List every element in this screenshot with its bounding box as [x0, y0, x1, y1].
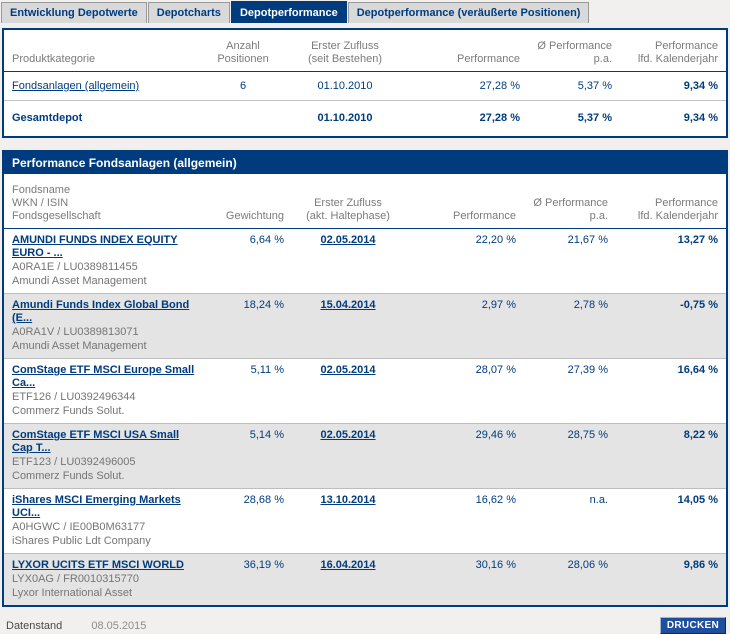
fund-first-inflow-link[interactable]: 02.05.2014: [320, 234, 376, 246]
fund-company: Lyxor International Asset: [12, 587, 133, 599]
fund-first-inflow-link[interactable]: 02.05.2014: [320, 429, 376, 441]
fund-performance-pa: 2,78 %: [524, 293, 616, 359]
fund-weight: 6,64 %: [208, 228, 292, 294]
fund-row-amundi-global-bond: Amundi Funds Index Global Bond (E... A0R…: [4, 293, 726, 359]
col-header-produktkategorie: Produktkategorie: [4, 30, 204, 72]
fund-weight: 5,14 %: [208, 423, 292, 489]
fund-performance-pa: 27,39 %: [524, 358, 616, 424]
tab-bar: Entwicklung Depotwerte Depotcharts Depot…: [0, 0, 730, 23]
fund-wkn-isin: LYX0AG / FR0010315770: [12, 573, 139, 585]
summary-performance: 27,28 %: [408, 71, 528, 101]
datenstand: Datenstand 08.05.2015: [6, 620, 146, 632]
col-header-erster-zufluss: Erster Zufluss (seit Bestehen): [282, 30, 408, 72]
summary-panel: Produktkategorie Anzahl Positionen Erste…: [2, 28, 728, 138]
fund-performance-ytd: 16,64 %: [616, 358, 726, 424]
fund-performance: 22,20 %: [404, 228, 524, 294]
gesamtdepot-first-inflow: 01.10.2010: [317, 112, 373, 124]
fund-first-inflow-link[interactable]: 16.04.2014: [320, 559, 376, 571]
fund-performance: 28,07 %: [404, 358, 524, 424]
fund-name-link[interactable]: LYXOR UCITS ETF MSCI WORLD: [12, 559, 184, 571]
fund-row-lyxor-msci-world: LYXOR UCITS ETF MSCI WORLD LYX0AG / FR00…: [4, 553, 726, 605]
summary-table: Produktkategorie Anzahl Positionen Erste…: [4, 30, 726, 136]
fund-performance: 16,62 %: [404, 488, 524, 554]
section-title: Performance Fondsanlagen (allgemein): [4, 152, 726, 174]
fund-name-link[interactable]: Amundi Funds Index Global Bond (E...: [12, 299, 190, 324]
summary-first-inflow: 01.10.2010: [282, 71, 408, 101]
col-header-gewichtung: Gewichtung: [208, 174, 292, 229]
fund-name-link[interactable]: AMUNDI FUNDS INDEX EQUITY EURO - ...: [12, 234, 178, 259]
fund-name-link[interactable]: iShares MSCI Emerging Markets UCI...: [12, 494, 181, 519]
fund-performance-ytd: 14,05 %: [616, 488, 726, 554]
fund-weight: 5,11 %: [208, 358, 292, 424]
drucken-button[interactable]: DRUCKEN: [659, 617, 726, 634]
fund-performance: 2,97 %: [404, 293, 524, 359]
tab-depotperformance-veraeusserte-positionen[interactable]: Depotperformance (veräußerte Positionen): [347, 2, 590, 23]
performance-panel: Performance Fondsanlagen (allgemein) Fon…: [2, 150, 728, 607]
summary-count: 6: [204, 71, 282, 101]
fund-performance-ytd: -0,75 %: [616, 293, 726, 359]
fund-row-amundi-equity: AMUNDI FUNDS INDEX EQUITY EURO - ... A0R…: [4, 228, 726, 294]
fund-performance-pa: 28,06 %: [567, 559, 608, 571]
fund-company: Commerz Funds Solut.: [12, 470, 125, 482]
fund-row-ishares-emerging-markets: iShares MSCI Emerging Markets UCI... A0H…: [4, 488, 726, 554]
datenstand-label: Datenstand: [6, 619, 63, 632]
fund-first-inflow-link[interactable]: 15.04.2014: [320, 299, 376, 311]
fund-company: Commerz Funds Solut.: [12, 405, 125, 417]
summary-row-gesamtdepot: Gesamtdepot 01.10.2010 27,28 % 5,37 % 9,…: [4, 101, 726, 137]
col-header-fondsname: Fondsname WKN / ISIN Fondsgesellschaft: [4, 174, 208, 229]
datenstand-value: 08.05.2015: [91, 619, 147, 632]
gesamtdepot-performance-ytd: 9,34 %: [683, 112, 718, 124]
gesamtdepot-performance-pa: 5,37 %: [577, 112, 612, 124]
col-header-performance-kalenderjahr: Performance lfd. Kalenderjahr: [620, 30, 726, 72]
fund-company: Amundi Asset Management: [12, 275, 147, 287]
fund-table: Fondsname WKN / ISIN Fondsgesellschaft G…: [4, 174, 726, 605]
fund-performance-pa: 21,67 %: [524, 228, 616, 294]
gesamtdepot-label: Gesamtdepot: [12, 112, 83, 124]
fund-performance-ytd: 9,86 %: [683, 559, 718, 571]
fund-company: Amundi Asset Management: [12, 340, 147, 352]
col-header-fund-performance-pa: Ø Performance p.a.: [524, 174, 616, 229]
fund-weight: 28,68 %: [208, 488, 292, 554]
col-header-fund-performance: Performance: [404, 174, 524, 229]
tab-depotperformance[interactable]: Depotperformance: [230, 1, 347, 23]
fund-wkn-isin: ETF123 / LU0392496005: [12, 456, 136, 468]
fund-performance-ytd: 8,22 %: [616, 423, 726, 489]
fund-wkn-isin: A0RA1E / LU0389811455: [12, 261, 138, 273]
fund-first-inflow-link[interactable]: 13.10.2014: [320, 494, 376, 506]
fund-header-row: Fondsname WKN / ISIN Fondsgesellschaft G…: [4, 174, 726, 229]
fund-company: iShares Public Ldt Company: [12, 535, 151, 547]
summary-row-fondsanlagen: Fondsanlagen (allgemein) 6 01.10.2010 27…: [4, 71, 726, 101]
summary-header-row: Produktkategorie Anzahl Positionen Erste…: [4, 30, 726, 72]
fund-performance-pa: n.a.: [524, 488, 616, 554]
gesamtdepot-performance: 27,28 %: [479, 112, 520, 124]
fund-name-link[interactable]: ComStage ETF MSCI Europe Small Ca...: [12, 364, 195, 389]
col-header-performance: Performance: [408, 30, 528, 72]
footer-bar: Datenstand 08.05.2015 DRUCKEN: [6, 617, 726, 634]
summary-performance-pa: 5,37 %: [528, 71, 620, 101]
fund-performance-pa: 28,75 %: [524, 423, 616, 489]
fund-wkn-isin: A0RA1V / LU0389813071: [12, 326, 139, 338]
col-header-fund-performance-kalenderjahr: Performance lfd. Kalenderjahr: [616, 174, 726, 229]
summary-performance-ytd: 9,34 %: [620, 71, 726, 101]
fund-performance: 29,46 %: [404, 423, 524, 489]
col-header-erster-zufluss-haltephase: Erster Zufluss (akt. Haltephase): [292, 174, 404, 229]
col-header-anzahl-positionen: Anzahl Positionen: [204, 30, 282, 72]
fund-first-inflow-link[interactable]: 02.05.2014: [320, 364, 376, 376]
fund-name-link[interactable]: ComStage ETF MSCI USA Small Cap T...: [12, 429, 180, 454]
fund-row-comstage-usa: ComStage ETF MSCI USA Small Cap T... ETF…: [4, 423, 726, 489]
col-header-performance-pa: Ø Performance p.a.: [528, 30, 620, 72]
fund-row-comstage-europe: ComStage ETF MSCI Europe Small Ca... ETF…: [4, 358, 726, 424]
fund-weight: 18,24 %: [208, 293, 292, 359]
fund-weight: 36,19 %: [243, 559, 284, 571]
tab-entwicklung-depotwerte[interactable]: Entwicklung Depotwerte: [1, 2, 147, 23]
fondsanlagen-category-link[interactable]: Fondsanlagen (allgemein): [12, 80, 140, 92]
tab-depotcharts[interactable]: Depotcharts: [147, 2, 230, 23]
fund-performance: 30,16 %: [475, 559, 516, 571]
fund-performance-ytd: 13,27 %: [616, 228, 726, 294]
gesamtdepot-count: [204, 101, 282, 137]
fund-wkn-isin: A0HGWC / IE00B0M63177: [12, 521, 146, 533]
fund-wkn-isin: ETF126 / LU0392496344: [12, 391, 136, 403]
